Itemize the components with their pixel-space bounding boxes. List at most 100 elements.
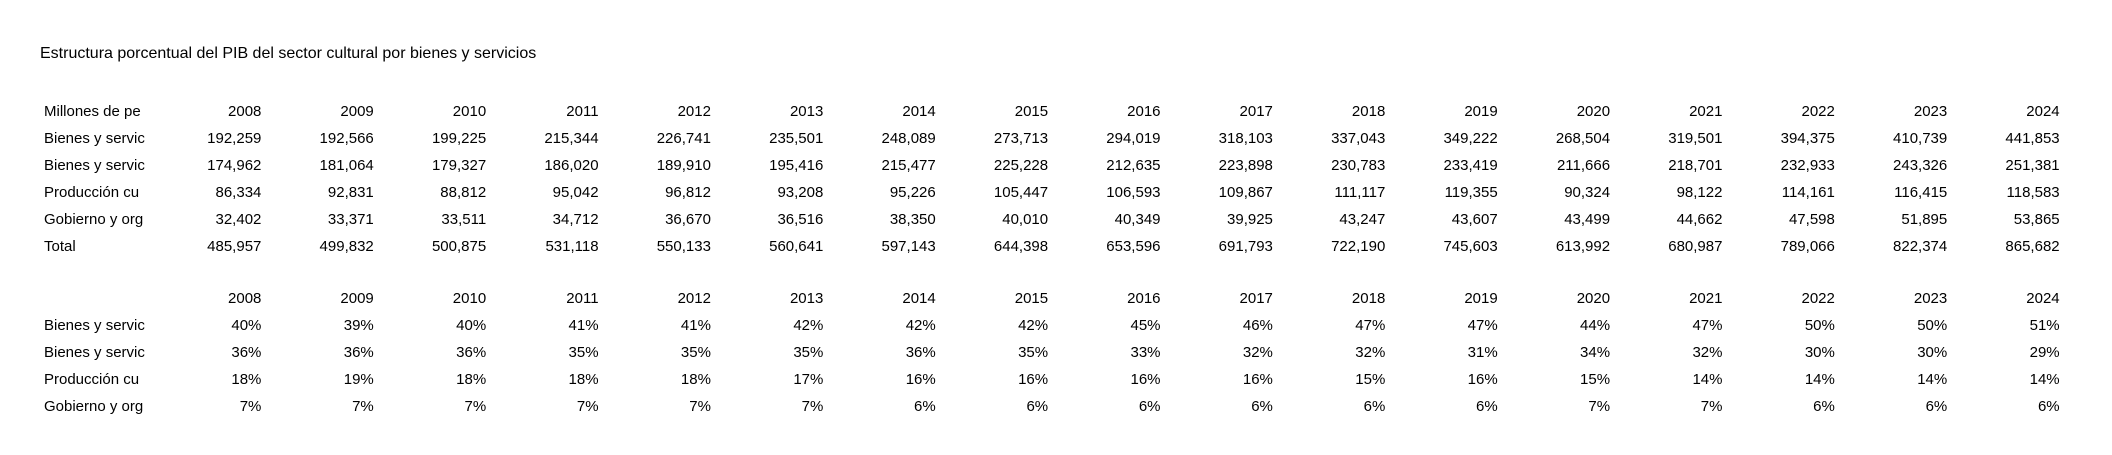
cell-value[interactable]: 116,415 — [1894, 184, 1948, 201]
cell-value[interactable]: 34% — [1580, 344, 1611, 361]
year-header[interactable]: 2013 — [789, 290, 824, 307]
year-header[interactable]: 2008 — [228, 290, 262, 307]
cell-value[interactable]: 233,419 — [1443, 157, 1498, 174]
cell-value[interactable]: 16% — [1130, 371, 1161, 388]
year-header[interactable]: 2021 — [1689, 290, 1723, 307]
year-header[interactable]: 2021 — [1689, 103, 1723, 120]
cell-value[interactable]: 40,349 — [1114, 211, 1161, 228]
cell-value[interactable]: 560,641 — [769, 238, 824, 255]
cell-value[interactable]: 225,228 — [993, 157, 1049, 174]
cell-value[interactable]: 16% — [905, 371, 936, 388]
cell-value[interactable]: 6% — [1026, 398, 1049, 415]
cell-value[interactable]: 90,324 — [1564, 184, 1611, 201]
table-corner-label[interactable]: Millones de pe — [44, 103, 141, 120]
row-label[interactable]: Bienes y servic — [44, 130, 145, 147]
year-header[interactable]: 2024 — [2026, 290, 2060, 307]
cell-value[interactable]: 195,416 — [769, 157, 824, 174]
year-header[interactable]: 2023 — [1913, 290, 1948, 307]
cell-value[interactable]: 39,925 — [1227, 211, 1273, 228]
year-header[interactable]: 2019 — [1464, 290, 1498, 307]
cell-value[interactable]: 111,117 — [1334, 184, 1386, 201]
cell-value[interactable]: 50% — [1917, 317, 1948, 334]
cell-value[interactable]: 822,374 — [1893, 238, 1948, 255]
cell-value[interactable]: 232,933 — [1780, 157, 1835, 174]
cell-value[interactable]: 30% — [1804, 344, 1835, 361]
row-label[interactable]: Bienes y servic — [44, 344, 145, 361]
cell-value[interactable]: 106,593 — [1106, 184, 1161, 201]
cell-value[interactable]: 32,402 — [215, 211, 262, 228]
cell-value[interactable]: 181,064 — [319, 157, 374, 174]
year-header[interactable]: 2017 — [1239, 290, 1273, 307]
year-header[interactable]: 2008 — [228, 103, 262, 120]
year-header[interactable]: 2014 — [902, 103, 936, 120]
year-header[interactable]: 2020 — [1576, 290, 1611, 307]
cell-value[interactable]: 6% — [1813, 398, 1835, 415]
cell-value[interactable]: 17% — [793, 371, 824, 388]
year-header[interactable]: 2011 — [566, 290, 599, 307]
cell-value[interactable]: 14% — [2029, 371, 2060, 388]
cell-value[interactable]: 16% — [1018, 371, 1049, 388]
cell-value[interactable]: 179,327 — [431, 157, 487, 174]
cell-value[interactable]: 95,042 — [552, 184, 599, 201]
row-label[interactable]: Producción cu — [44, 371, 140, 388]
cell-value[interactable]: 36,670 — [665, 211, 711, 228]
cell-value[interactable]: 33,371 — [327, 211, 374, 228]
cell-value[interactable]: 318,103 — [1218, 130, 1273, 147]
cell-value[interactable]: 597,143 — [881, 238, 936, 255]
cell-value[interactable]: 410,739 — [1893, 130, 1948, 147]
cell-value[interactable]: 16% — [1242, 371, 1273, 388]
cell-value[interactable]: 644,398 — [993, 238, 1049, 255]
cell-value[interactable]: 174,962 — [207, 157, 262, 174]
cell-value[interactable]: 40% — [456, 317, 487, 334]
cell-value[interactable]: 36% — [343, 344, 374, 361]
year-header[interactable]: 2019 — [1464, 103, 1498, 120]
cell-value[interactable]: 114,161 — [1781, 184, 1835, 201]
cell-value[interactable]: 550,133 — [656, 238, 711, 255]
cell-value[interactable]: 441,853 — [2005, 130, 2060, 147]
cell-value[interactable]: 192,259 — [207, 130, 262, 147]
cell-value[interactable]: 18% — [680, 371, 711, 388]
cell-value[interactable]: 92,831 — [327, 184, 374, 201]
cell-value[interactable]: 41% — [680, 317, 711, 334]
cell-value[interactable]: 789,066 — [1780, 238, 1835, 255]
cell-value[interactable]: 35% — [680, 344, 711, 361]
cell-value[interactable]: 319,501 — [1668, 130, 1723, 147]
cell-value[interactable]: 88,812 — [440, 184, 487, 201]
cell-value[interactable]: 7% — [801, 398, 824, 415]
cell-value[interactable]: 33,511 — [441, 211, 487, 228]
cell-value[interactable]: 42% — [905, 317, 936, 334]
year-header[interactable]: 2012 — [677, 103, 711, 120]
cell-value[interactable]: 745,603 — [1443, 238, 1498, 255]
year-header[interactable]: 2020 — [1576, 103, 1611, 120]
cell-value[interactable]: 105,447 — [993, 184, 1049, 201]
cell-value[interactable]: 485,957 — [207, 238, 262, 255]
cell-value[interactable]: 18% — [568, 371, 599, 388]
cell-value[interactable]: 53,865 — [2013, 211, 2060, 228]
cell-value[interactable]: 15% — [1355, 371, 1386, 388]
cell-value[interactable]: 47,598 — [1788, 211, 1835, 228]
cell-value[interactable]: 42% — [793, 317, 824, 334]
cell-value[interactable]: 349,222 — [1443, 130, 1498, 147]
year-header[interactable]: 2022 — [1801, 103, 1835, 120]
cell-value[interactable]: 118,583 — [2006, 184, 2060, 201]
cell-value[interactable]: 36% — [231, 344, 262, 361]
cell-value[interactable]: 680,987 — [1668, 238, 1723, 255]
cell-value[interactable]: 500,875 — [431, 238, 487, 255]
cell-value[interactable]: 47% — [1692, 317, 1723, 334]
cell-value[interactable]: 42% — [1018, 317, 1049, 334]
cell-value[interactable]: 43,499 — [1564, 211, 1611, 228]
year-header[interactable]: 2009 — [340, 290, 374, 307]
cell-value[interactable]: 43,247 — [1339, 211, 1386, 228]
cell-value[interactable]: 50% — [1804, 317, 1835, 334]
year-header[interactable]: 2024 — [2026, 103, 2060, 120]
cell-value[interactable]: 40,010 — [1002, 211, 1049, 228]
cell-value[interactable]: 44,662 — [1676, 211, 1723, 228]
year-header[interactable]: 2009 — [340, 103, 374, 120]
cell-value[interactable]: 268,504 — [1555, 130, 1611, 147]
cell-value[interactable]: 215,344 — [544, 130, 599, 147]
cell-value[interactable]: 39% — [343, 317, 374, 334]
cell-value[interactable]: 186,020 — [544, 157, 599, 174]
cell-value[interactable]: 32% — [1242, 344, 1273, 361]
cell-value[interactable]: 6% — [1138, 398, 1161, 415]
cell-value[interactable]: 653,596 — [1106, 238, 1161, 255]
